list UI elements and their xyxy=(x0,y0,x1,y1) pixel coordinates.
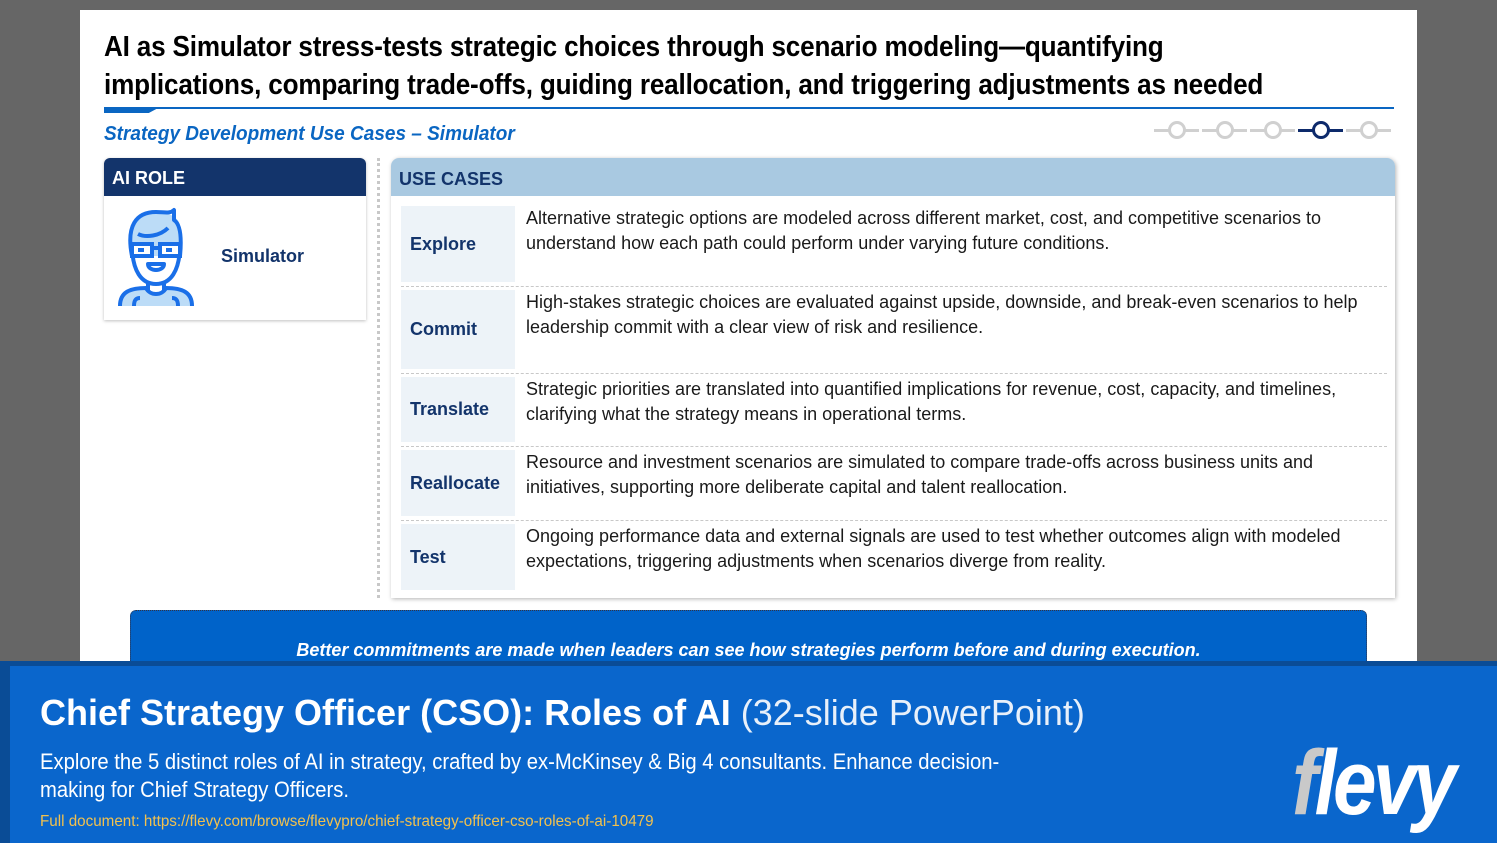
use-case-description: Ongoing performance data and external si… xyxy=(526,526,1341,571)
title-divider xyxy=(104,107,1394,109)
step-circle-icon xyxy=(1360,121,1378,139)
progress-tracker xyxy=(1154,120,1394,140)
use-case-description: Strategic priorities are translated into… xyxy=(526,379,1337,424)
step-circle-icon xyxy=(1312,121,1330,139)
use-case-label: Reallocate xyxy=(401,450,515,516)
ai-role-name: Simulator xyxy=(221,246,305,266)
footer-description: Explore the 5 distinct roles of AI in st… xyxy=(40,749,1000,802)
slide-title: AI as Simulator stress-tests strategic c… xyxy=(104,28,1265,104)
use-cases-card: USE CASES Explore Alternative strategic … xyxy=(391,158,1395,598)
use-case-row: Reallocate Resource and investment scena… xyxy=(401,447,1387,521)
use-case-row: Test Ongoing performance data and extern… xyxy=(401,521,1387,594)
footer-title-suffix: (32-slide PowerPoint) xyxy=(730,692,1085,733)
vertical-divider xyxy=(377,158,380,598)
use-case-row: Translate Strategic priorities are trans… xyxy=(401,374,1387,447)
ai-role-body: Simulator xyxy=(104,196,366,320)
use-cases-header: USE CASES xyxy=(391,158,1395,196)
footer-banner: Chief Strategy Officer (CSO): Roles of A… xyxy=(0,661,1497,843)
progress-step-5 xyxy=(1346,120,1394,140)
use-case-label: Test xyxy=(401,524,515,590)
use-cases-list: Explore Alternative strategic options ar… xyxy=(401,204,1387,594)
use-case-description: Resource and investment scenarios are si… xyxy=(526,452,1314,497)
use-case-row: Explore Alternative strategic options ar… xyxy=(401,204,1387,287)
slide-subtitle: Strategy Development Use Cases – Simulat… xyxy=(104,123,515,145)
title-line-1: AI as Simulator stress-tests strategic c… xyxy=(104,31,1164,63)
logo-f: f xyxy=(1292,732,1318,834)
full-document-link[interactable]: Full document: https://flevy.com/browse/… xyxy=(40,813,654,830)
progress-step-4-active xyxy=(1298,120,1346,140)
callout-banner: Better commitments are made when leaders… xyxy=(130,610,1367,670)
use-case-description: High-stakes strategic choices are evalua… xyxy=(526,292,1358,337)
step-circle-icon xyxy=(1168,121,1186,139)
use-case-row: Commit High-stakes strategic choices are… xyxy=(401,287,1387,374)
step-circle-icon xyxy=(1216,121,1234,139)
use-case-label: Explore xyxy=(401,206,515,282)
use-case-description: Alternative strategic options are modele… xyxy=(526,208,1322,253)
person-with-glasses-icon xyxy=(118,208,194,306)
footer-title: Chief Strategy Officer (CSO): Roles of A… xyxy=(40,692,1085,734)
title-line-2: implications, comparing trade-offs, guid… xyxy=(104,69,1264,101)
flevy-logo[interactable]: flevy xyxy=(1292,737,1457,829)
footer-title-main: Chief Strategy Officer (CSO): Roles of A… xyxy=(40,692,731,733)
logo-rest: levy xyxy=(1314,732,1457,834)
ai-role-header: AI ROLE xyxy=(104,158,366,196)
ai-role-card: AI ROLE Simulator xyxy=(104,158,366,320)
slide: AI as Simulator stress-tests strategic c… xyxy=(80,10,1417,670)
use-case-label: Commit xyxy=(401,290,515,369)
step-circle-icon xyxy=(1264,121,1282,139)
progress-step-2 xyxy=(1202,120,1250,140)
callout-text: Better commitments are made when leaders… xyxy=(296,640,1201,660)
title-divider-accent xyxy=(104,107,160,113)
progress-step-3 xyxy=(1250,120,1298,140)
progress-step-1 xyxy=(1154,120,1202,140)
use-case-label: Translate xyxy=(401,377,515,442)
